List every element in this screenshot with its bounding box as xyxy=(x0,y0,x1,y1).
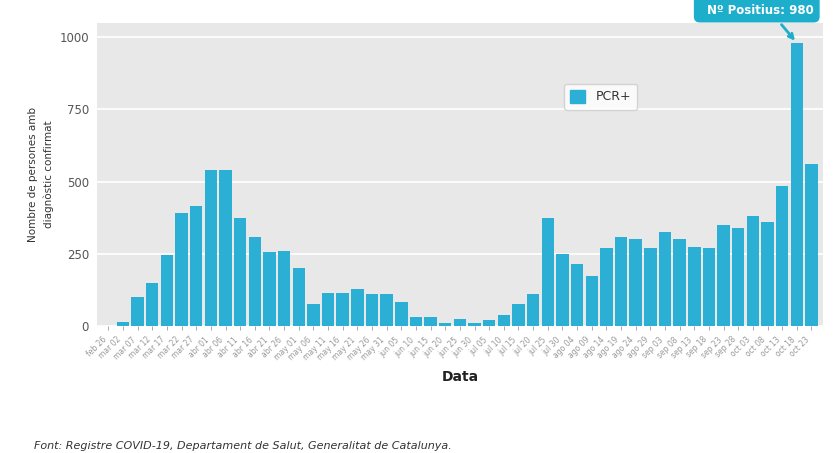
Bar xyxy=(585,275,598,326)
Bar xyxy=(629,240,642,326)
Bar xyxy=(307,304,320,326)
Y-axis label: Nombre de persones amb
diagnòstic confirmat: Nombre de persones amb diagnòstic confir… xyxy=(29,107,54,242)
Bar xyxy=(776,186,789,326)
Bar xyxy=(732,228,744,326)
Bar xyxy=(600,248,612,326)
Bar xyxy=(234,218,246,326)
Bar xyxy=(337,293,349,326)
Bar xyxy=(717,225,730,326)
Bar xyxy=(806,164,817,326)
Text: Data: 15/10/2020
Test: PCR+
Nº Positius: 980: Data: 15/10/2020 Test: PCR+ Nº Positius:… xyxy=(700,0,814,39)
Legend: PCR+: PCR+ xyxy=(564,83,638,110)
Bar xyxy=(146,283,159,326)
Bar xyxy=(688,247,701,326)
Bar xyxy=(644,248,657,326)
Bar xyxy=(410,318,423,326)
Text: Font: Registre COVID-19, Departament de Salut, Generalitat de Catalunya.: Font: Registre COVID-19, Departament de … xyxy=(34,441,451,451)
Bar xyxy=(674,240,686,326)
X-axis label: Data: Data xyxy=(441,370,479,384)
Bar xyxy=(278,251,291,326)
Bar xyxy=(659,232,671,326)
Bar xyxy=(542,218,554,326)
Bar xyxy=(205,170,217,326)
Bar xyxy=(527,294,539,326)
Bar xyxy=(131,297,144,326)
Bar xyxy=(160,255,173,326)
Bar xyxy=(351,289,364,326)
Bar xyxy=(556,254,569,326)
Bar xyxy=(790,43,803,326)
Bar xyxy=(365,294,378,326)
Bar xyxy=(454,319,466,326)
Bar xyxy=(176,213,188,326)
Bar xyxy=(190,206,202,326)
Bar xyxy=(263,252,276,326)
Bar xyxy=(483,320,496,326)
Bar xyxy=(512,304,525,326)
Bar xyxy=(219,170,232,326)
Bar xyxy=(439,323,451,326)
Bar xyxy=(761,222,774,326)
Bar xyxy=(703,248,715,326)
Bar xyxy=(322,293,334,326)
Bar xyxy=(424,318,437,326)
Bar xyxy=(249,236,261,326)
Bar xyxy=(497,314,510,326)
Bar xyxy=(469,323,480,326)
Bar xyxy=(571,264,583,326)
Bar xyxy=(747,217,759,326)
Bar xyxy=(292,268,305,326)
Bar xyxy=(117,322,129,326)
Bar xyxy=(381,294,393,326)
Bar xyxy=(395,302,407,326)
Bar xyxy=(615,236,627,326)
